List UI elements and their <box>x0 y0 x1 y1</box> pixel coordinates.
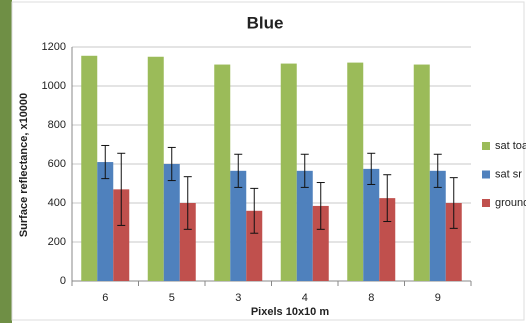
bar <box>214 64 231 281</box>
y-tick-label: 1200 <box>42 41 66 53</box>
legend-swatch <box>482 199 490 207</box>
error-bar <box>183 176 192 230</box>
bar <box>347 62 364 281</box>
bar <box>413 64 430 281</box>
legend-swatch <box>482 170 490 179</box>
x-axis-label: Pixels 10x10 m <box>251 306 330 318</box>
error-bar <box>383 174 392 223</box>
bar <box>363 168 380 281</box>
bar <box>97 162 114 281</box>
bar <box>81 55 98 282</box>
error-bar <box>300 153 309 188</box>
x-tick-label: 6 <box>102 292 108 304</box>
x-tick-label: 9 <box>435 292 441 304</box>
y-tick-label: 800 <box>48 119 66 131</box>
bar <box>163 164 180 281</box>
y-tick-label: 200 <box>48 236 66 248</box>
x-tick-label: 5 <box>169 292 175 304</box>
bar <box>445 203 462 281</box>
bar <box>147 56 164 281</box>
x-tick-label: 8 <box>368 292 374 304</box>
error-bar <box>117 152 126 226</box>
bar <box>113 189 130 281</box>
y-tick-label: 600 <box>48 158 66 170</box>
bar <box>429 170 446 281</box>
error-bar <box>234 153 243 188</box>
y-tick-label: 1000 <box>42 80 66 92</box>
legend-label: sat sr <box>495 168 522 180</box>
bar <box>312 205 329 281</box>
bar <box>246 210 263 281</box>
bar <box>296 170 313 281</box>
error-bar <box>367 152 376 185</box>
x-tick-label: 3 <box>235 292 241 304</box>
error-bar <box>449 177 458 229</box>
bar <box>280 63 297 282</box>
x-tick-label: 4 <box>302 292 308 304</box>
bar <box>230 170 247 281</box>
legend-label: ground <box>495 197 526 209</box>
y-tick-label: 0 <box>60 275 66 287</box>
error-bar <box>433 153 442 188</box>
chart-title: Blue <box>247 13 284 32</box>
error-bar <box>101 144 110 180</box>
error-bar <box>250 187 259 234</box>
legend-label: sat toa <box>495 140 526 152</box>
photo-edge <box>0 0 12 323</box>
bar <box>179 203 196 281</box>
y-axis-label: Surface reflectance, x10000 <box>18 93 30 237</box>
error-bar <box>167 146 176 182</box>
error-bar <box>316 182 325 230</box>
y-tick-label: 400 <box>48 197 66 209</box>
legend-swatch <box>482 142 490 150</box>
bar <box>379 198 396 281</box>
